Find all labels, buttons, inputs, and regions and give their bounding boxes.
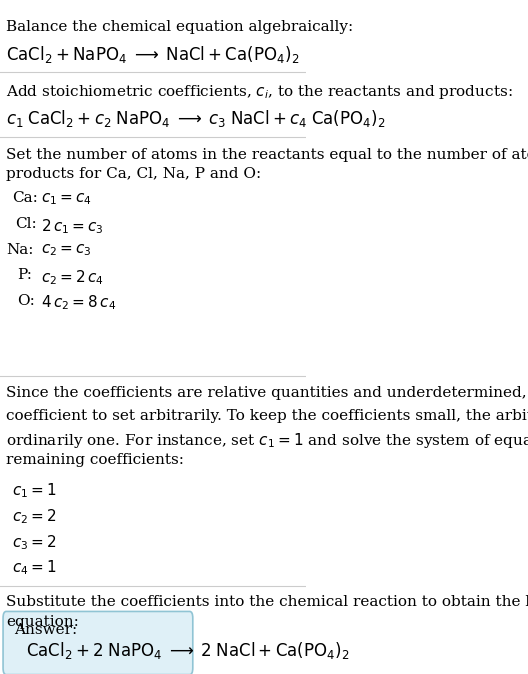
Text: coefficient to set arbitrarily. To keep the coefficients small, the arbitrary va: coefficient to set arbitrarily. To keep … [6, 408, 528, 423]
Text: Cl:: Cl: [15, 217, 37, 231]
Text: Add stoichiometric coefficients, $c_i$, to the reactants and products:: Add stoichiometric coefficients, $c_i$, … [6, 83, 513, 100]
Text: Substitute the coefficients into the chemical reaction to obtain the balanced: Substitute the coefficients into the che… [6, 594, 528, 609]
Text: $c_3 = 2$: $c_3 = 2$ [12, 533, 56, 551]
Text: $4\,c_2 = 8\,c_4$: $4\,c_2 = 8\,c_4$ [41, 294, 117, 312]
Text: $c_1 = c_4$: $c_1 = c_4$ [41, 191, 92, 207]
Text: Since the coefficients are relative quantities and underdetermined, choose a: Since the coefficients are relative quan… [6, 386, 528, 400]
Text: $c_1 = 1$: $c_1 = 1$ [12, 482, 57, 501]
Text: ordinarily one. For instance, set $c_1 = 1$ and solve the system of equations fo: ordinarily one. For instance, set $c_1 =… [6, 431, 528, 450]
Text: $c_2 = 2\,c_4$: $c_2 = 2\,c_4$ [41, 268, 105, 287]
FancyBboxPatch shape [3, 611, 193, 674]
Text: P:: P: [17, 268, 32, 282]
Text: equation:: equation: [6, 615, 79, 630]
Text: Set the number of atoms in the reactants equal to the number of atoms in the: Set the number of atoms in the reactants… [6, 148, 528, 162]
Text: $c_2 = c_3$: $c_2 = c_3$ [41, 243, 92, 258]
Text: Balance the chemical equation algebraically:: Balance the chemical equation algebraica… [6, 20, 353, 34]
Text: $2\,c_1 = c_3$: $2\,c_1 = c_3$ [41, 217, 104, 236]
Text: Ca:: Ca: [12, 191, 38, 206]
Text: $c_4 = 1$: $c_4 = 1$ [12, 558, 57, 577]
Text: $c_2 = 2$: $c_2 = 2$ [12, 508, 56, 526]
Text: O:: O: [17, 294, 35, 307]
Text: remaining coefficients:: remaining coefficients: [6, 453, 184, 467]
Text: $\mathrm{CaCl_2 + NaPO_4 \;\longrightarrow\; NaCl + Ca(PO_4)_2}$: $\mathrm{CaCl_2 + NaPO_4 \;\longrightarr… [6, 44, 299, 65]
Text: Answer:: Answer: [14, 623, 77, 637]
Text: $\mathrm{CaCl_2 + 2\;NaPO_4 \;\longrightarrow\; 2\;NaCl + Ca(PO_4)_2}$: $\mathrm{CaCl_2 + 2\;NaPO_4 \;\longright… [26, 640, 350, 661]
Text: $c_1\;\mathrm{CaCl_2} + c_2\;\mathrm{NaPO_4} \;\longrightarrow\; c_3\;\mathrm{Na: $c_1\;\mathrm{CaCl_2} + c_2\;\mathrm{NaP… [6, 108, 385, 129]
Text: products for Ca, Cl, Na, P and O:: products for Ca, Cl, Na, P and O: [6, 166, 261, 181]
Text: Na:: Na: [6, 243, 34, 257]
